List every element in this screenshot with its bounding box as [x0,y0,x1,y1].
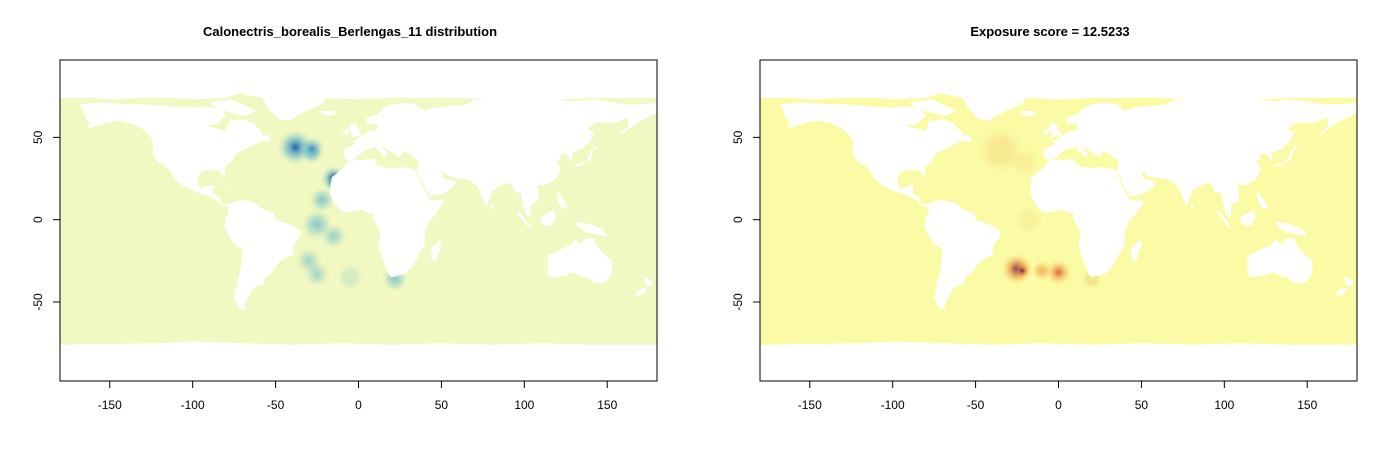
cuba-landmass [217,183,235,187]
x-tick-label: 150 [597,398,617,412]
ireland-landmass [341,129,349,135]
y-tick-label: -50 [731,293,745,311]
west-africa-south-density [320,222,347,250]
new-zealand-south-landmass [1335,287,1347,296]
borneo-landmass [539,209,556,227]
japan-landmass [574,145,599,167]
x-tick-label: 0 [355,398,362,412]
exposure-x-axis: -150 -100 -50 0 50 100 150 [798,380,1318,412]
south-america-landmass [224,199,301,311]
arctic-no-data [60,60,657,100]
madagascar-landmass [1131,239,1142,261]
south-atlantic-mid-density [1031,260,1053,282]
equatorial-light-density [1012,203,1045,236]
exposure-map-panel: Exposure score = 12.5233 -150 -100 -50 0 50 1… [700,0,1399,455]
mid-atlantic-north-density [308,186,336,214]
antarctic-no-data [60,341,657,381]
japan-landmass [1274,145,1299,167]
distribution-plot-frame [59,59,658,382]
eurasia-landmass [1043,89,1357,218]
arctic-islands-landmass [159,84,243,98]
x-tick-label: 0 [1055,398,1062,412]
north-america-landmass [779,102,964,207]
arctic-no-data [760,60,1357,100]
north-america-landmass [79,102,265,207]
newfoundland-landmass [960,134,971,143]
sri-lanka-landmass [1191,203,1195,210]
iceland-landmass [318,111,337,116]
south-america-landmass [924,199,1001,311]
south-atlantic-peak-density [1014,262,1030,279]
svalbard-landmass [1078,88,1104,93]
exposure-plot-frame [759,59,1358,382]
new-zealand-south-landmass [635,287,647,296]
distribution-map-svg: -150 -100 -50 0 50 100 150 50 0 -50 [31,59,658,412]
arctic-islands-landmass [859,84,943,98]
new-guinea-landmass [1275,221,1308,237]
exposure-map-area [760,60,1357,381]
y-tick-label: -50 [31,293,45,311]
y-tick-label: 50 [731,130,745,144]
x-tick-label: 100 [1214,398,1234,412]
x-tick-label: -150 [98,398,122,412]
exposure-map-svg: -150 -100 -50 0 50 100 150 50 0 -50 [731,59,1358,412]
exposure-y-axis: 50 0 -50 [731,130,761,311]
philippines-landmass [557,190,568,210]
greenland-landmass [937,83,1029,121]
australia-landmass [1247,237,1313,284]
greenland-landmass [237,83,329,121]
baffin-island-landmass [209,99,256,116]
philippines-landmass [1257,190,1268,210]
azores-density [301,143,323,165]
africa-landmass [1030,158,1144,278]
newfoundland-landmass [260,134,271,143]
antarctic-no-data [760,341,1357,381]
britain-landmass [348,122,362,138]
distribution-map-panel: Calonectris_borealis_Berlengas_11 distri… [31,24,658,412]
sumatra-landmass [1216,211,1233,230]
new-guinea-landmass [575,221,608,237]
africa-landmass [330,158,444,278]
distribution-map-title: Calonectris_borealis_Berlengas_11 distri… [202,24,498,39]
x-tick-label: 100 [514,398,534,412]
y-tick-label: 0 [731,216,745,223]
x-tick-label: 50 [435,398,449,412]
australia-landmass [547,237,613,284]
eurasia-landmass [343,89,657,218]
exposure-map-title: Exposure score = 12.5233 [970,24,1130,39]
x-tick-label: -150 [798,398,822,412]
new-zealand-north-landmass [1343,275,1354,288]
distribution-x-axis: -150 -100 -50 0 50 100 150 [98,380,618,412]
new-zealand-north-landmass [643,275,654,288]
x-tick-label: -100 [181,398,205,412]
south-atlantic-west-density [303,260,331,288]
britain-landmass [1048,122,1062,138]
svalbard-landmass [378,88,404,93]
madagascar-landmass [431,239,442,261]
borneo-landmass [1239,209,1256,227]
y-tick-label: 0 [31,216,45,223]
iceland-landmass [1018,111,1037,116]
labrador-light-density [1009,146,1042,178]
south-atlantic-central-density [336,264,364,291]
baffin-island-landmass [909,99,956,116]
x-tick-label: 150 [1297,398,1317,412]
ireland-landmass [1041,129,1049,135]
x-tick-label: -50 [967,398,985,412]
x-tick-label: -100 [881,398,905,412]
distribution-y-axis: 50 0 -50 [31,130,61,311]
y-tick-label: 50 [31,130,45,144]
south-atlantic-east-density [1045,259,1072,286]
x-tick-label: -50 [267,398,285,412]
x-tick-label: 50 [1135,398,1149,412]
sumatra-landmass [516,211,533,230]
cuba-landmass [917,183,935,187]
sri-lanka-landmass [491,203,495,210]
distribution-map-area [60,60,657,381]
